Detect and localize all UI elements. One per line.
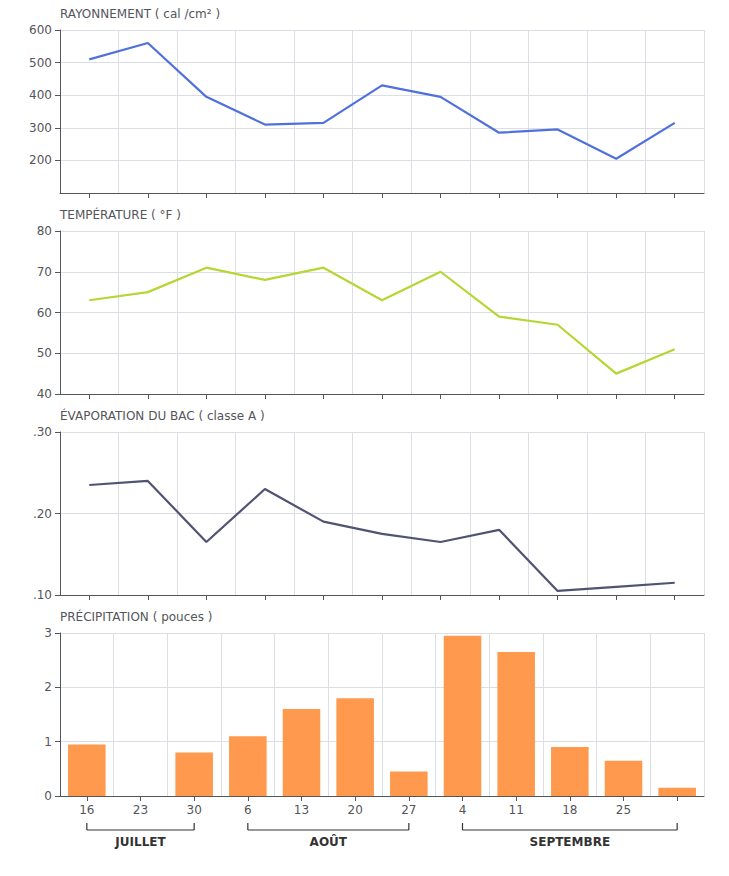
svg-text:TEMPÉRATURE ( °F ): TEMPÉRATURE ( °F ) xyxy=(59,207,181,222)
svg-text:.10: .10 xyxy=(33,588,52,602)
svg-text:.30: .30 xyxy=(33,425,52,439)
svg-text:16: 16 xyxy=(79,803,94,817)
svg-text:3: 3 xyxy=(44,626,52,640)
svg-text:AOÛT: AOÛT xyxy=(310,834,348,849)
svg-text:400: 400 xyxy=(29,88,52,102)
svg-text:300: 300 xyxy=(29,121,52,135)
svg-text:11: 11 xyxy=(509,803,524,817)
svg-text:500: 500 xyxy=(29,56,52,70)
svg-text:200: 200 xyxy=(29,153,52,167)
svg-text:RAYONNEMENT ( cal /cm² ): RAYONNEMENT ( cal /cm² ) xyxy=(60,7,220,21)
svg-text:ÉVAPORATION DU BAC ( classe A: ÉVAPORATION DU BAC ( classe A ) xyxy=(60,408,265,423)
svg-text:50: 50 xyxy=(37,346,52,360)
svg-text:SEPTEMBRE: SEPTEMBRE xyxy=(530,835,611,849)
svg-text:2: 2 xyxy=(44,680,52,694)
svg-text:.20: .20 xyxy=(33,507,52,521)
svg-text:30: 30 xyxy=(187,803,202,817)
svg-text:0: 0 xyxy=(44,789,52,803)
svg-text:6: 6 xyxy=(244,803,252,817)
svg-text:PRÉCIPITATION ( pouces ): PRÉCIPITATION ( pouces ) xyxy=(60,609,212,624)
svg-text:4: 4 xyxy=(459,803,467,817)
svg-text:1: 1 xyxy=(44,735,52,749)
svg-text:80: 80 xyxy=(37,224,52,238)
svg-text:600: 600 xyxy=(29,23,52,37)
svg-text:27: 27 xyxy=(401,803,416,817)
svg-text:25: 25 xyxy=(616,803,631,817)
svg-text:18: 18 xyxy=(562,803,577,817)
svg-text:70: 70 xyxy=(37,265,52,279)
svg-text:23: 23 xyxy=(133,803,148,817)
svg-text:60: 60 xyxy=(37,306,52,320)
svg-text:20: 20 xyxy=(348,803,363,817)
svg-text:40: 40 xyxy=(37,387,52,401)
svg-text:13: 13 xyxy=(294,803,309,817)
svg-text:JUILLET: JUILLET xyxy=(114,835,166,849)
